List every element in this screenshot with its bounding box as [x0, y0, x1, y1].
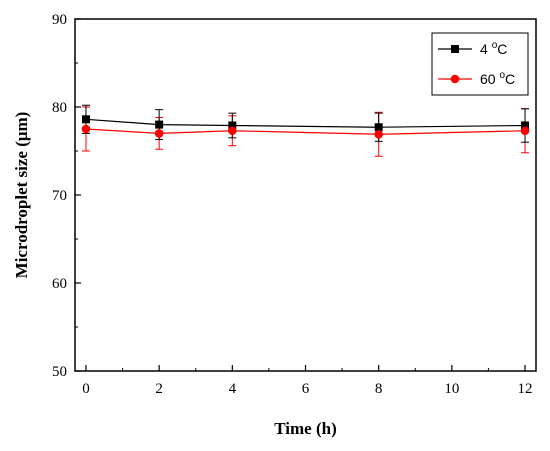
- data-point-circle: [154, 129, 164, 138]
- x-tick-label: 8: [375, 381, 383, 397]
- x-tick-label: 12: [518, 381, 533, 397]
- x-tick-label: 10: [444, 381, 459, 397]
- y-axis-title: Microdroplet size (μm): [12, 112, 31, 279]
- data-point-circle: [374, 129, 383, 139]
- series-line: [85, 128, 526, 135]
- data-point-square: [521, 121, 530, 130]
- data-point-square: [81, 115, 90, 124]
- x-axis-title: Time (h): [274, 419, 337, 438]
- legend-marker-circle: [450, 74, 460, 84]
- y-tick-label: 50: [52, 364, 67, 380]
- x-tick-label: 4: [229, 381, 237, 397]
- series-line: [85, 118, 526, 128]
- legend-label: 4 oC: [480, 40, 507, 57]
- x-tick-label: 0: [82, 381, 90, 397]
- x-tick-label: 2: [155, 381, 163, 397]
- y-tick-label: 70: [52, 188, 67, 204]
- data-point-square: [155, 120, 164, 129]
- data-point-circle: [520, 126, 530, 136]
- legend-marker-square: [451, 45, 459, 53]
- data-point-square: [228, 121, 237, 130]
- series-layer: [81, 104, 530, 157]
- y-tick-label: 60: [52, 276, 67, 292]
- y-tick-label: 80: [52, 100, 67, 116]
- legend: 4 oC 60 oC: [431, 32, 529, 96]
- data-point-circle: [81, 124, 91, 134]
- data-point-square: [374, 123, 383, 132]
- y-tick-label: 90: [52, 12, 67, 28]
- x-tick-label: 6: [302, 381, 310, 397]
- legend-box: [431, 32, 529, 96]
- data-point-circle: [228, 126, 237, 136]
- legend-label: 60 oC: [480, 70, 515, 87]
- axis-ticks: 0 2 4 6 8 10 12 50 60 70 80 90: [52, 12, 533, 397]
